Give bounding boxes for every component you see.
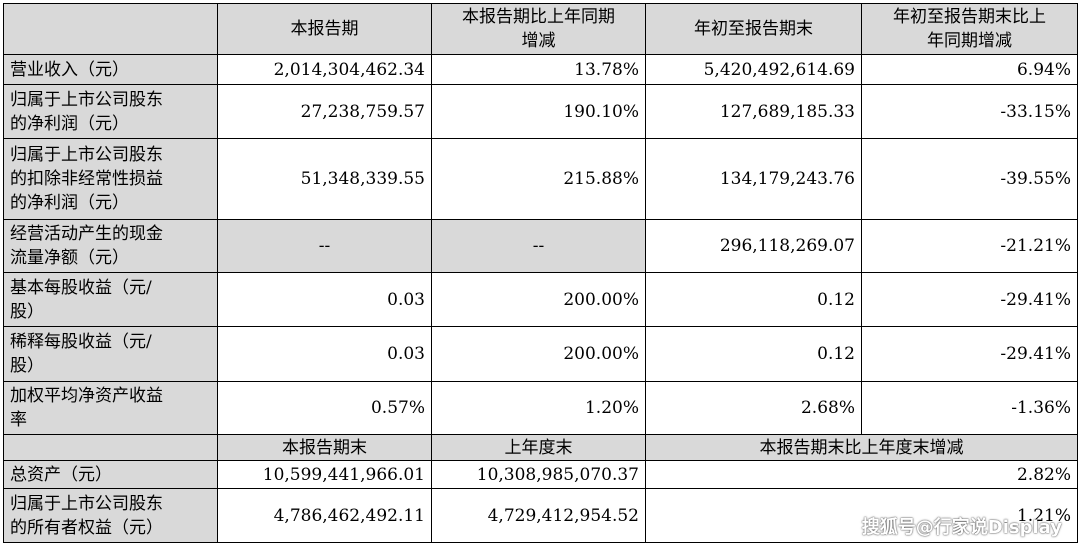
table-row: 加权平均净资产收益 率 0.57% 1.20% 2.68% -1.36% <box>3 381 1078 435</box>
cell-ytd: 0.12 <box>645 326 862 382</box>
cell-current-period: 2,014,304,462.34 <box>217 54 432 85</box>
row-label-text: 营业收入（元） <box>10 59 129 80</box>
row-label-text: 股） <box>10 301 44 322</box>
cell-current-period-yoy: 13.78% <box>431 54 646 85</box>
row-label-text: 率 <box>10 410 27 430</box>
row-label: 归属于上市公司股东 的净利润（元） <box>3 84 218 139</box>
row-label-text: 基本每股收益（元/ <box>10 277 152 298</box>
header-corner-cell <box>3 3 218 55</box>
row-label-text: 稀释每股收益（元/ <box>10 332 152 352</box>
cell-ytd: 2.68% <box>645 381 862 435</box>
row-label-text: 归属于上市公司股东 <box>10 493 163 514</box>
row-label-text: 归属于上市公司股东 <box>10 145 163 165</box>
cell-current-period: 0.03 <box>217 272 432 327</box>
row-label-text: 经营活动产生的现金 <box>10 224 163 244</box>
cell-change: 2.82% <box>645 460 1078 489</box>
cell-period-end: 4,786,462,492.11 <box>217 488 432 543</box>
cell-current-period: -- <box>217 219 432 273</box>
cell-ytd: 5,420,492,614.69 <box>645 54 862 85</box>
cell-ytd: 134,179,243.76 <box>645 138 862 220</box>
row-label: 基本每股收益（元/ 股） <box>3 272 218 327</box>
header2-prior-year-end: 上年度末 <box>431 434 646 461</box>
row-label: 归属于上市公司股东 的所有者权益（元） <box>3 488 218 543</box>
header2-period-end: 本报告期末 <box>217 434 432 461</box>
header-ytd-yoy: 年初至报告期末比上 年同期增减 <box>861 3 1078 55</box>
cell-ytd-yoy: -33.15% <box>861 84 1078 139</box>
cell-current-period-yoy: 200.00% <box>431 326 646 382</box>
cell-period-end: 10,599,441,966.01 <box>217 460 432 489</box>
cell-ytd: 127,689,185.33 <box>645 84 862 139</box>
table-row: 经营活动产生的现金 流量净额（元） -- -- 296,118,269.07 -… <box>3 219 1078 273</box>
header-current-period: 本报告期 <box>217 3 432 55</box>
header-text: 本报告期 <box>290 19 359 39</box>
table-row: 总资产（元） 10,599,441,966.01 10,308,985,070.… <box>3 460 1078 489</box>
cell-ytd-yoy: -39.55% <box>861 138 1078 220</box>
row-label-text: 总资产（元） <box>10 464 112 485</box>
row-label-text: 的净利润（元） <box>10 113 129 134</box>
cell-current-period: 51,348,339.55 <box>217 138 432 220</box>
row-label-text: 加权平均净资产收益 <box>10 386 163 406</box>
cell-current-period: 0.03 <box>217 326 432 382</box>
table-row: 基本每股收益（元/ 股） 0.03 200.00% 0.12 -29.41% <box>3 272 1078 327</box>
header-text-line1: 本报告期比上年同期 <box>462 7 615 27</box>
row-label-text: 流量净额（元） <box>10 248 129 268</box>
cell-current-period-yoy: 190.10% <box>431 84 646 139</box>
table-row: 归属于上市公司股东 的所有者权益（元） 4,786,462,492.11 4,7… <box>3 488 1078 543</box>
watermark-text: 搜狐号@行家说Display <box>861 517 1062 538</box>
table-row: 营业收入（元） 2,014,304,462.34 13.78% 5,420,49… <box>3 54 1078 85</box>
row-label-text: 归属于上市公司股东 <box>10 89 163 110</box>
cell-current-period-yoy: -- <box>431 219 646 273</box>
row-label: 稀释每股收益（元/ 股） <box>3 326 218 382</box>
row-label-text: 的扣除非经常性损益 <box>10 169 163 189</box>
header-text-line2: 年同期增减 <box>927 31 1012 51</box>
row-label: 营业收入（元） <box>3 54 218 85</box>
header2-change: 本报告期末比上年度末增减 <box>645 434 1078 461</box>
table-header-row-2: 本报告期末 上年度末 本报告期末比上年度末增减 <box>3 434 1078 461</box>
cell-current-period: 27,238,759.57 <box>217 84 432 139</box>
table-row: 归属于上市公司股东 的净利润（元） 27,238,759.57 190.10% … <box>3 84 1078 139</box>
cell-current-period-yoy: 1.20% <box>431 381 646 435</box>
row-label-text: 的净利润（元） <box>10 193 129 213</box>
cell-prior-year-end: 4,729,412,954.52 <box>431 488 646 543</box>
row-label-text: 股） <box>10 356 44 376</box>
cell-ytd: 0.12 <box>645 272 862 327</box>
cell-current-period: 0.57% <box>217 381 432 435</box>
row-label-text: 的所有者权益（元） <box>10 517 163 538</box>
row-label: 加权平均净资产收益 率 <box>3 381 218 435</box>
row-label: 总资产（元） <box>3 460 218 489</box>
table-header-row: 本报告期 本报告期比上年同期 增减 年初至报告期末 年初至报告期末比上 年同期增… <box>3 3 1078 55</box>
cell-current-period-yoy: 200.00% <box>431 272 646 327</box>
cell-ytd-yoy: 6.94% <box>861 54 1078 85</box>
cell-ytd: 296,118,269.07 <box>645 219 862 273</box>
header-ytd: 年初至报告期末 <box>645 3 862 55</box>
table-row: 归属于上市公司股东 的扣除非经常性损益 的净利润（元） 51,348,339.5… <box>3 138 1078 220</box>
header-text: 年初至报告期末 <box>694 19 813 39</box>
table-row: 稀释每股收益（元/ 股） 0.03 200.00% 0.12 -29.41% <box>3 326 1078 382</box>
row-label: 经营活动产生的现金 流量净额（元） <box>3 219 218 273</box>
header-text-line1: 年初至报告期末比上 <box>893 7 1046 27</box>
cell-ytd-yoy: -21.21% <box>861 219 1078 273</box>
cell-current-period-yoy: 215.88% <box>431 138 646 220</box>
cell-prior-year-end: 10,308,985,070.37 <box>431 460 646 489</box>
header-current-period-yoy: 本报告期比上年同期 增减 <box>431 3 646 55</box>
header-text-line2: 增减 <box>521 31 556 51</box>
cell-change: 1.21% <box>645 488 1078 543</box>
cell-ytd-yoy: -1.36% <box>861 381 1078 435</box>
header2-corner-cell <box>3 434 218 461</box>
cell-ytd-yoy: -29.41% <box>861 272 1078 327</box>
row-label: 归属于上市公司股东 的扣除非经常性损益 的净利润（元） <box>3 138 218 220</box>
financial-data-table: 本报告期 本报告期比上年同期 增减 年初至报告期末 年初至报告期末比上 年同期增… <box>3 3 1078 543</box>
cell-ytd-yoy: -29.41% <box>861 326 1078 382</box>
